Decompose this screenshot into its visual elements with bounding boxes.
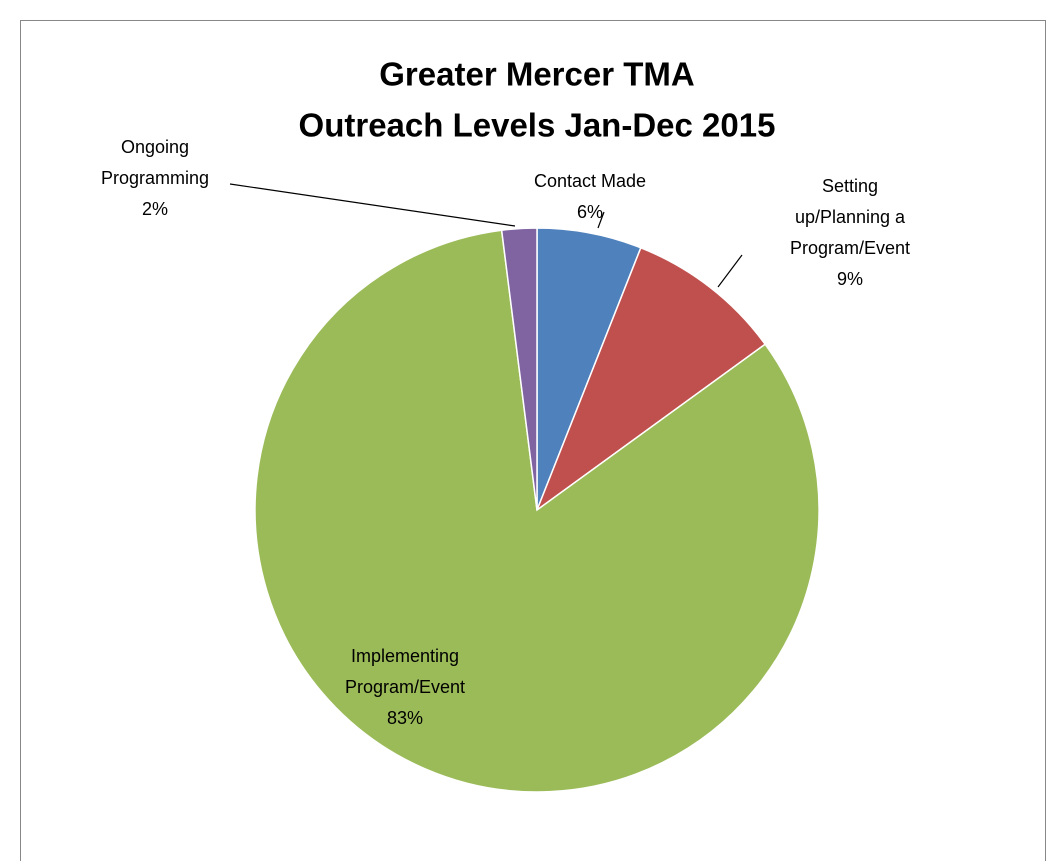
label-line: Programming bbox=[101, 168, 209, 188]
label-line: Ongoing bbox=[121, 137, 189, 157]
pie-slice bbox=[254, 229, 820, 793]
slice-label: Contact Made bbox=[534, 171, 646, 191]
slice-value-label: 83% bbox=[387, 708, 423, 728]
slice-value-label: 9% bbox=[837, 269, 863, 289]
leader-line bbox=[597, 211, 605, 229]
slice-label: Setting up/Planning a Program/Event bbox=[790, 176, 910, 258]
label-line: Program/Event bbox=[790, 238, 910, 258]
label-line: Setting bbox=[822, 176, 878, 196]
chart-title: Outreach Levels Jan-Dec 2015 bbox=[299, 107, 776, 144]
label-line: up/Planning a bbox=[795, 207, 906, 227]
label-line: Program/Event bbox=[345, 677, 465, 697]
slice-value-label: 2% bbox=[142, 199, 168, 219]
chart-title: Greater Mercer TMA bbox=[379, 56, 694, 93]
label-line: Contact Made bbox=[534, 171, 646, 191]
slice-label: Implementing Program/Event bbox=[345, 646, 465, 697]
leader-line bbox=[229, 183, 516, 227]
pie-slice bbox=[535, 246, 767, 513]
leader-line bbox=[717, 254, 743, 288]
slice-value-label: 6% bbox=[577, 202, 603, 222]
label-line: Implementing bbox=[351, 646, 459, 666]
slice-label: Ongoing Programming bbox=[101, 137, 209, 188]
pie-slice bbox=[500, 227, 538, 511]
